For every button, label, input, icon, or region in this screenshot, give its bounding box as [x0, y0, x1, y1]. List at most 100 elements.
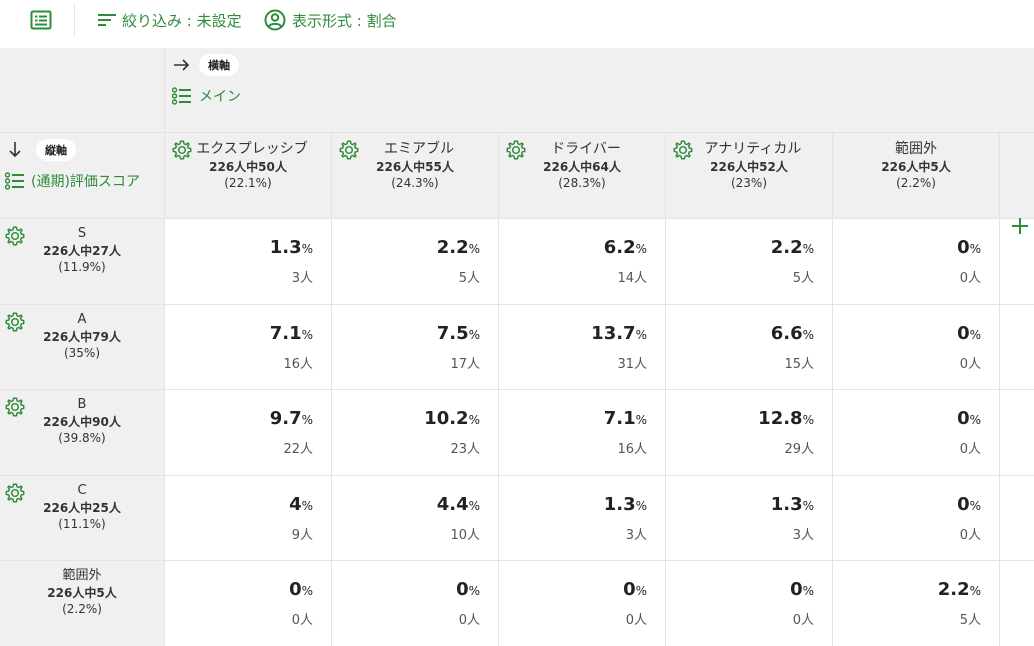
data-cell[interactable]: 1.3% 3人 [666, 475, 833, 561]
row-count: 226人中27人 [43, 244, 121, 258]
cell-percent-value: 0 [790, 579, 803, 600]
vertical-axis-field[interactable]: (通期)評価スコア [5, 171, 140, 191]
cell-percent-value: 6.2 [603, 237, 636, 258]
column-name: アナリティカル [704, 141, 802, 157]
column-header: エクスプレッシブ 226人中50人 (22.1%) [165, 133, 332, 219]
row-header: S 226人中27人 (11.9%) [0, 219, 165, 305]
data-cell[interactable]: 7.5% 17人 [332, 304, 499, 390]
gear-icon[interactable] [4, 311, 26, 333]
cell-percent: 4% [289, 494, 313, 515]
row-name: C [77, 482, 87, 498]
gear-icon[interactable] [4, 396, 26, 418]
display-format-label: 表示形式 : 割合 [292, 11, 397, 30]
cell-people-count: 5人 [792, 271, 814, 286]
data-cell[interactable]: 9.7% 22人 [165, 390, 332, 476]
gear-icon[interactable] [4, 482, 26, 504]
cell-percent: 13.7% [591, 323, 647, 344]
cell-people-count: 15人 [784, 356, 814, 372]
column-count: 226人中64人 [543, 160, 621, 174]
cell-percent-value: 0 [289, 579, 302, 600]
data-cell[interactable]: 4.4% 10人 [332, 475, 499, 561]
cell-percent: 2.2% [938, 579, 981, 600]
cell-percent-value: 10.2 [424, 408, 469, 429]
cell-percent: 1.3% [771, 494, 814, 515]
column-percent: (24.3%) [391, 176, 439, 190]
filter-button[interactable]: 絞り込み : 未設定 [98, 8, 242, 32]
percent-unit: % [802, 327, 814, 342]
cell-people-count: 17人 [450, 356, 480, 372]
cell-people-count: 9人 [291, 527, 313, 543]
display-format-button[interactable]: 表示形式 : 割合 [264, 8, 397, 32]
data-cell[interactable]: 10.2% 23人 [332, 390, 499, 476]
row-percent: (35%) [63, 345, 101, 360]
data-cell[interactable]: 0% 0人 [833, 390, 1000, 476]
data-cell[interactable]: 1.3% 3人 [165, 219, 332, 305]
cross-tab-grid: 横軸 メイン 縦軸 [0, 48, 1034, 646]
data-cell[interactable]: 2.2% 5人 [833, 561, 1000, 646]
gear-icon[interactable] [672, 139, 694, 161]
data-cell[interactable]: 0% 0人 [165, 561, 332, 646]
data-cell[interactable]: 0% 0人 [499, 561, 666, 646]
cell-percent: 0% [957, 237, 981, 258]
gear-icon[interactable] [4, 225, 26, 247]
cell-percent: 12.8% [758, 408, 814, 429]
data-cell[interactable]: 6.2% 14人 [499, 219, 666, 305]
cell-percent: 1.3% [604, 494, 647, 515]
gear-icon[interactable] [171, 139, 193, 161]
gear-icon[interactable] [338, 139, 360, 161]
cell-percent-value: 0 [456, 579, 469, 600]
data-cell[interactable]: 2.2% 5人 [332, 219, 499, 305]
column-percent: (28.3%) [558, 176, 606, 190]
horizontal-axis-field[interactable]: メイン [172, 86, 241, 106]
cell-people-count: 0人 [959, 271, 981, 286]
cell-percent: 7.5% [437, 323, 480, 344]
data-cell[interactable]: 1.3% 3人 [499, 475, 666, 561]
column-name: エミアブル [384, 141, 454, 157]
percent-unit: % [301, 584, 313, 598]
cell-people-count: 14人 [617, 271, 647, 286]
cell-percent: 0% [957, 323, 981, 344]
cell-percent: 0% [456, 579, 480, 600]
percent-unit: % [969, 413, 981, 427]
column-header: アナリティカル 226人中52人 (23%) [666, 133, 833, 219]
data-cell[interactable]: 0% 0人 [833, 475, 1000, 561]
cell-people-count: 3人 [291, 271, 313, 286]
data-cell[interactable]: 4% 9人 [165, 475, 332, 561]
empty-cell [1000, 476, 1034, 561]
plus-icon[interactable] [1006, 212, 1034, 240]
data-cell[interactable]: 0% 0人 [833, 304, 1000, 390]
arrow-down-icon [8, 141, 22, 159]
data-cell[interactable]: 0% 0人 [833, 219, 1000, 305]
data-cell[interactable]: 7.1% 16人 [165, 304, 332, 390]
column-count: 226人中5人 [881, 160, 951, 174]
row-count: 226人中5人 [47, 586, 117, 600]
row-percent: (39.8%) [58, 431, 106, 445]
horizontal-axis-field-label: メイン [199, 89, 241, 105]
data-cell[interactable]: 13.7% 31人 [499, 304, 666, 390]
cell-percent: 0% [289, 579, 313, 600]
cell-people-count: 16人 [617, 442, 647, 457]
list-icon [172, 87, 192, 105]
cell-percent: 0% [623, 579, 647, 600]
percent-unit: % [635, 327, 647, 342]
empty-cell [1000, 305, 1034, 390]
toolbar: 絞り込み : 未設定 表示形式 : 割合 [0, 0, 1034, 40]
cell-percent-value: 7.5 [436, 322, 469, 344]
data-cell[interactable]: 6.6% 15人 [666, 304, 833, 390]
data-cell[interactable]: 12.8% 29人 [666, 390, 833, 476]
percent-unit: % [802, 498, 814, 513]
data-cell[interactable]: 0% 0人 [666, 561, 833, 646]
cell-percent-value: 0 [957, 493, 970, 515]
data-cell[interactable]: 0% 0人 [332, 561, 499, 646]
row-percent: (2.2%) [62, 602, 102, 616]
column-percent: (22.1%) [224, 176, 272, 190]
data-cell[interactable]: 7.1% 16人 [499, 390, 666, 476]
filter-label: 絞り込み : 未設定 [122, 11, 242, 30]
vertical-axis-field-label: (通期)評価スコア [31, 174, 140, 190]
data-cell[interactable]: 2.2% 5人 [666, 219, 833, 305]
gear-icon[interactable] [505, 139, 527, 161]
percent-unit: % [468, 584, 480, 598]
cell-percent-value: 2.2 [436, 237, 469, 258]
cell-percent-value: 7.1 [269, 322, 302, 344]
list-view-icon[interactable] [30, 9, 52, 31]
